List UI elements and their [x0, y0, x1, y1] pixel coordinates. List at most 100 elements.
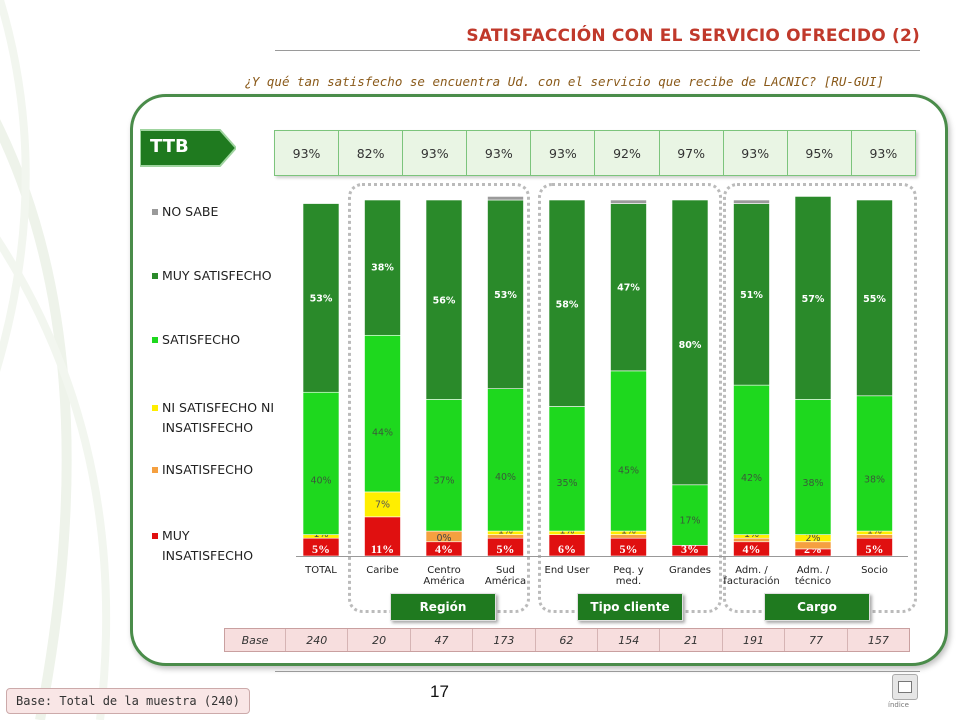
data-label-muy-satisfecho: 53%: [310, 294, 333, 305]
legend-swatch: [152, 467, 158, 473]
data-label-muy-insatisfecho: 4%: [435, 542, 453, 556]
data-label-muy-insatisfecho: 4%: [743, 542, 761, 556]
bar-segment-muy-satisfecho: [671, 199, 709, 486]
data-label-muy-satisfecho: 80%: [679, 340, 702, 351]
data-label-satisfecho: 44%: [372, 428, 393, 439]
data-label-muy-satisfecho: 58%: [556, 299, 579, 310]
ttb-values-row: 93% 82% 93% 93% 93% 92% 97% 93% 95% 93%: [274, 130, 916, 176]
base-value: 47: [411, 629, 474, 651]
bar-segment-satisfecho: [425, 399, 463, 532]
ttb-value: 93%: [724, 131, 788, 175]
bar-segment-muy-satisfecho: [610, 203, 647, 372]
base-value: 173: [473, 629, 536, 651]
index-label[interactable]: índice: [888, 701, 909, 709]
data-label-satisfecho: 40%: [310, 475, 331, 486]
legend-item-satisfecho: SATISFECHO: [152, 330, 240, 350]
bar-segment-satisfecho: [548, 406, 586, 532]
data-label-muy-satisfecho: 38%: [371, 262, 394, 273]
group-tag-region: Región: [390, 593, 496, 621]
legend-swatch: [152, 405, 158, 411]
index-button[interactable]: [892, 674, 918, 700]
bar-segment-satisfecho: [364, 334, 401, 493]
legend-label: SATISFECHO: [162, 332, 241, 347]
data-label-satisfecho: 40%: [495, 472, 516, 483]
data-label-muy-insatisfecho: 5%: [866, 542, 884, 556]
data-label-satisfecho: 17%: [679, 516, 700, 527]
bar-segment-muy-satisfecho: [548, 199, 586, 407]
data-label-muy-satisfecho: 53%: [494, 290, 517, 301]
legend-label: MUY SATISFECHO: [162, 268, 272, 283]
bar-segment-muy-satisfecho: [856, 199, 893, 397]
base-value: 154: [598, 629, 661, 651]
group-tag-cargo: Cargo: [764, 593, 870, 621]
base-value: 20: [348, 629, 411, 651]
category-label: Adm. / facturación: [723, 565, 779, 587]
data-label-satisfecho: 37%: [433, 476, 454, 487]
bar-segment-muy-insatisfecho: [364, 516, 401, 557]
bar-segment-muy-satisfecho: [364, 199, 401, 336]
base-value: 191: [723, 629, 786, 651]
ttb-value: 92%: [595, 131, 660, 175]
page-number: 17: [430, 682, 449, 701]
category-label: End User: [545, 565, 591, 576]
base-value: 240: [286, 629, 349, 651]
data-label-ni-satisfecho-ni-insatisfecho: 7%: [375, 499, 390, 510]
index-icon: [898, 681, 912, 693]
footer-divider: [275, 671, 920, 672]
legend-swatch: [152, 533, 158, 539]
data-label-satisfecho: 38%: [864, 474, 885, 485]
data-label-muy-insatisfecho: 5%: [497, 542, 515, 556]
data-label-ni-satisfecho-ni-insatisfecho: 2%: [805, 533, 820, 544]
legend-swatch: [152, 273, 158, 279]
bar-segment-muy-satisfecho: [733, 203, 770, 386]
bar-segment-no-sabe: [733, 199, 770, 204]
category-label: Socio: [861, 565, 888, 576]
bar-segment-satisfecho: [733, 384, 770, 535]
legend-item-insatisfecho: INSATISFECHO: [152, 460, 253, 480]
legend-label: NO SABE: [162, 204, 219, 219]
data-label-satisfecho: 38%: [802, 478, 823, 489]
group-tag-tipo-cliente: Tipo cliente: [577, 593, 683, 621]
data-label-satisfecho: 35%: [556, 478, 577, 489]
ttb-arrow-badge: [140, 129, 236, 167]
data-label-muy-satisfecho: 55%: [863, 294, 886, 305]
ttb-value: 95%: [788, 131, 852, 175]
bar-segment-ni-satisfecho-ni-insatisfecho: [364, 491, 401, 518]
page-title: SATISFACCIÓN CON EL SERVICIO OFRECIDO (2…: [466, 26, 920, 46]
legend-label: INSATISFECHO: [162, 462, 254, 477]
bar-segment-muy-satisfecho: [302, 203, 340, 393]
base-note: Base: Total de la muestra (240): [6, 688, 250, 714]
legend-label: MUY INSATISFECHO: [162, 528, 254, 563]
category-label: Adm. / técnico: [795, 565, 831, 587]
data-label-muy-satisfecho: 51%: [740, 290, 763, 301]
bar-segment-no-sabe: [487, 196, 524, 201]
category-label: Peq. y med.: [613, 565, 644, 587]
base-value: 62: [536, 629, 599, 651]
base-label: Base: [225, 629, 286, 651]
bar-segment-satisfecho: [487, 388, 524, 532]
category-label: Caribe: [366, 565, 399, 576]
ttb-value: 93%: [275, 131, 340, 175]
data-label-muy-satisfecho: 56%: [433, 296, 456, 307]
data-label-muy-insatisfecho: 5%: [312, 542, 330, 556]
category-label: Grandes: [669, 565, 711, 576]
legend-item-muy-satisfecho: MUY SATISFECHO: [152, 266, 272, 286]
ttb-value: 93%: [403, 131, 468, 175]
base-row: Base 240 20 47 173 62 154 21 191 77 157: [224, 628, 910, 652]
legend-item-muy-insatisfecho: MUY INSATISFECHO: [152, 526, 272, 566]
bar-segment-satisfecho: [856, 395, 893, 532]
title-divider: [275, 50, 920, 51]
legend-item-ni: NI SATISFECHO NI INSATISFECHO: [152, 398, 280, 438]
data-label-satisfecho: 45%: [618, 465, 639, 476]
data-label-satisfecho: 42%: [741, 473, 762, 484]
data-label-muy-satisfecho: 57%: [802, 294, 825, 305]
data-label-muy-insatisfecho: 11%: [371, 542, 394, 556]
bar-segment-muy-satisfecho: [794, 196, 832, 400]
base-value: 157: [867, 633, 889, 647]
bar-segment-no-sabe: [610, 199, 647, 204]
category-label: Sud América: [485, 565, 526, 587]
bar-segment-satisfecho: [610, 370, 647, 532]
data-label-muy-satisfecho: 47%: [617, 283, 640, 294]
ttb-value: 82%: [339, 131, 404, 175]
